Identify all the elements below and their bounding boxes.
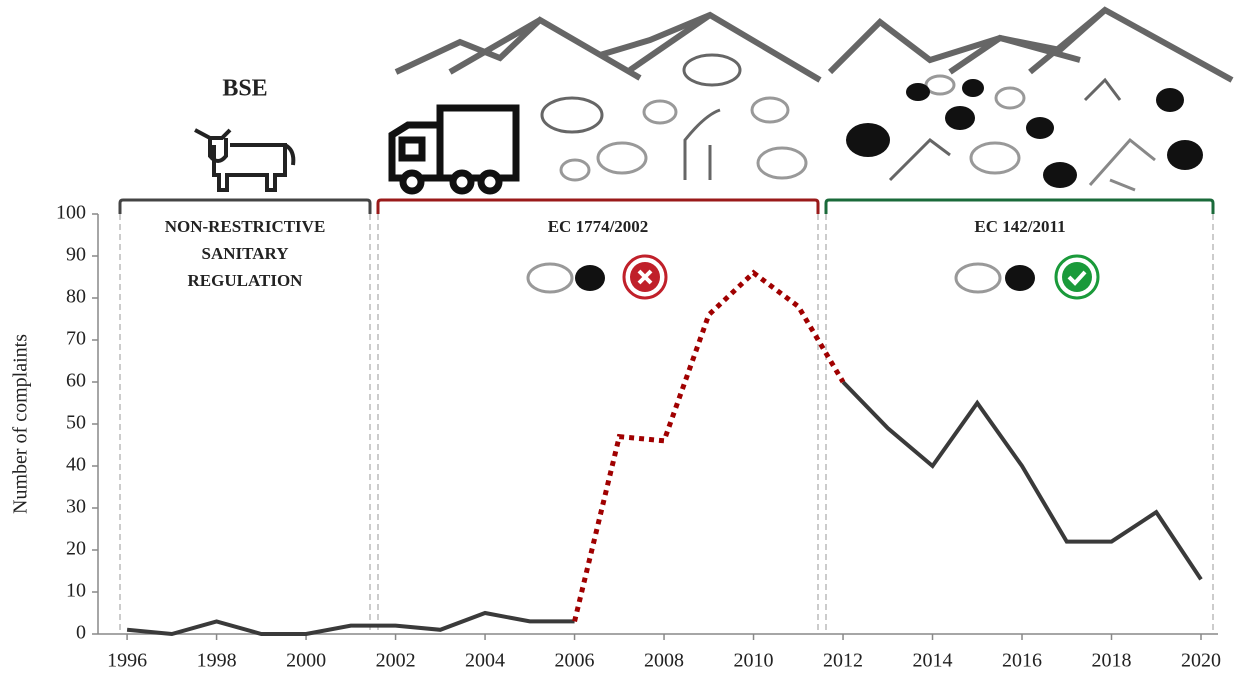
wheel	[399, 169, 425, 195]
vulture	[1026, 117, 1054, 139]
y-tick-label: 70	[66, 328, 86, 350]
mountains	[1028, 7, 1107, 75]
bracket	[376, 198, 820, 214]
y-tick-label: 60	[66, 370, 86, 392]
x-tick-label: 2018	[1092, 650, 1132, 672]
carcass	[888, 77, 1122, 182]
y-tick-label: 30	[66, 496, 86, 518]
y-tick-label: 40	[66, 454, 86, 476]
bracket	[824, 198, 1215, 214]
sheep	[994, 86, 1026, 110]
sheep	[750, 96, 790, 124]
bse-label: BSE	[222, 76, 267, 102]
period-label: EC 1774/2002	[548, 217, 649, 236]
mountains	[599, 11, 822, 83]
truck-icon	[388, 104, 520, 195]
sheep	[559, 158, 591, 182]
y-axis-label: Number of complaints	[10, 334, 32, 514]
cow-icon	[194, 128, 296, 192]
period-label: SANITARY	[202, 244, 289, 263]
vulture	[846, 123, 890, 157]
y-tick-label: 90	[66, 244, 86, 266]
y-tick-label: 20	[66, 538, 86, 560]
period-label: REGULATION	[188, 271, 304, 290]
truck-box	[436, 104, 520, 182]
sheep	[924, 74, 956, 96]
line-series	[126, 610, 575, 637]
vulture	[575, 265, 605, 291]
vulture	[1005, 265, 1035, 291]
wheel	[449, 169, 475, 195]
sheep	[526, 262, 574, 294]
vulture	[906, 83, 930, 101]
x-tick-label: 2014	[913, 650, 953, 672]
allowed-icon	[1054, 254, 1100, 300]
x-tick-label: 2004	[465, 650, 505, 672]
cow	[194, 128, 296, 192]
y-tick-label: 100	[56, 202, 86, 224]
x-tick-label: 1996	[107, 650, 147, 672]
x-tick-label: 2008	[644, 650, 684, 672]
y-tick-label: 80	[66, 286, 86, 308]
sheep	[596, 141, 648, 175]
horse	[683, 108, 721, 180]
line-series	[841, 380, 1203, 581]
x-tick-label: 2020	[1181, 650, 1221, 672]
y-tick-label: 0	[76, 622, 86, 644]
x-tick-label: 2016	[1002, 650, 1042, 672]
y-tick-label: 50	[66, 412, 86, 434]
x-tick-label: 1998	[197, 650, 237, 672]
x-tick-label: 2012	[823, 650, 863, 672]
cross	[637, 269, 653, 285]
period-label: NON-RESTRICTIVE	[165, 217, 326, 236]
ring	[622, 254, 668, 300]
period-brackets	[118, 198, 1215, 214]
truck-window	[398, 136, 426, 162]
cow	[540, 96, 604, 134]
vulture	[1043, 162, 1077, 188]
sheep	[756, 146, 808, 180]
vulture	[1167, 140, 1203, 170]
sheep	[969, 141, 1021, 175]
line-series	[572, 269, 846, 622]
mountains	[394, 16, 642, 81]
vulture	[1156, 88, 1184, 112]
x-tick-label: 2010	[734, 650, 774, 672]
x-tick-label: 2000	[286, 650, 326, 672]
y-tick-label: 10	[66, 580, 86, 602]
sheep	[642, 99, 678, 125]
period-dividers	[119, 214, 1214, 634]
sheep	[954, 262, 1002, 294]
bracket	[118, 198, 372, 214]
sheep-icons	[526, 262, 1002, 294]
period-label: EC 142/2011	[974, 217, 1065, 236]
illustrations	[394, 6, 1234, 83]
check	[1067, 270, 1087, 286]
mountains	[448, 17, 542, 75]
cow	[682, 53, 742, 87]
vultures	[575, 79, 1203, 291]
vulture	[945, 106, 975, 130]
vulture	[962, 79, 984, 97]
disc	[1062, 262, 1092, 292]
ring	[1054, 254, 1100, 300]
wheel	[477, 169, 503, 195]
forbidden-icon	[622, 254, 668, 300]
mountains	[628, 12, 712, 73]
animals	[540, 53, 1156, 192]
carcass	[1088, 137, 1156, 192]
x-tick-label: 2002	[376, 650, 416, 672]
x-tick-label: 2006	[555, 650, 595, 672]
